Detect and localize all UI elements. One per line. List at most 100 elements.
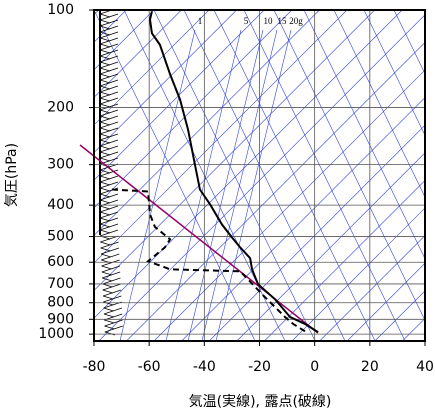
mixing-ratio-line xyxy=(165,29,242,341)
mixing-ratio-label: 10 xyxy=(264,16,274,26)
y-tick-label: 300 xyxy=(47,157,74,173)
wind-barb xyxy=(99,145,119,153)
wind-barb xyxy=(99,109,111,114)
wind-barb xyxy=(99,223,111,228)
wind-barb xyxy=(99,217,119,225)
wind-barb xyxy=(102,271,121,279)
wind-barb xyxy=(99,61,111,66)
wind-barb xyxy=(100,241,119,249)
dry-adiabat xyxy=(303,10,425,260)
wind-barb xyxy=(99,121,111,126)
wind-barb xyxy=(100,247,111,252)
y-tick-label: 1000 xyxy=(38,326,74,342)
wind-barb xyxy=(103,313,115,318)
wind-barb xyxy=(99,175,119,183)
wind-barb xyxy=(102,277,113,282)
wind-barb xyxy=(99,211,111,216)
wind-barb xyxy=(102,289,122,297)
background-lines xyxy=(94,10,425,341)
wind-barb xyxy=(100,253,112,258)
wind-barb xyxy=(99,127,119,135)
mixing-ratio-line xyxy=(201,29,278,341)
wind-barb xyxy=(102,283,121,291)
dry-adiabat xyxy=(213,10,376,341)
mixing-ratio-label: 20g xyxy=(289,16,303,26)
wind-barb xyxy=(99,43,111,48)
wind-barb xyxy=(104,325,123,333)
wind-barb xyxy=(99,127,111,132)
wind-barb xyxy=(99,67,119,75)
wind-barb xyxy=(99,85,119,93)
wind-barb xyxy=(101,265,112,270)
dry-adiabat xyxy=(363,10,425,137)
wind-barb xyxy=(99,139,119,147)
wind-barb xyxy=(99,37,111,42)
wind-barb xyxy=(102,289,113,294)
wind-barb xyxy=(99,19,111,24)
isotherm xyxy=(319,235,425,341)
y-tick-label: 500 xyxy=(47,229,74,245)
wind-barb xyxy=(99,121,119,129)
x-tick-label: -20 xyxy=(248,359,271,375)
isotherm xyxy=(94,10,237,154)
wind-barb xyxy=(99,55,111,60)
wind-barb xyxy=(99,25,111,30)
wind-barb xyxy=(99,229,119,237)
dewpoint-line xyxy=(111,188,306,333)
wind-barb xyxy=(102,295,114,300)
mixing-ratio-label: 1 xyxy=(198,16,203,26)
dry-adiabat xyxy=(273,10,425,321)
isotherm xyxy=(346,262,425,341)
dry-adiabat xyxy=(123,10,286,341)
temperature-line xyxy=(148,11,319,333)
wind-barb xyxy=(103,307,123,315)
wind-barb xyxy=(104,319,115,324)
isotherm xyxy=(126,41,425,341)
wind-barb xyxy=(101,259,120,267)
y-axis-label: 気圧(hPa) xyxy=(4,143,20,207)
x-tick-label: 20 xyxy=(361,359,379,375)
y-tick-label: 700 xyxy=(47,276,74,292)
wind-barb xyxy=(99,115,111,120)
x-tick-label: 40 xyxy=(416,359,434,375)
wind-barb xyxy=(99,193,111,198)
wind-barb xyxy=(99,73,119,81)
isotherm xyxy=(94,10,182,98)
isotherm xyxy=(153,69,425,341)
wind-barb xyxy=(99,193,119,201)
wind-barb xyxy=(103,295,122,303)
wind-barb xyxy=(101,265,120,273)
wind-barb xyxy=(99,79,111,84)
wind-barb xyxy=(99,229,111,234)
wind-barb xyxy=(100,241,111,246)
mixing-ratio-label: 15 xyxy=(278,16,288,26)
y-tick-label: 400 xyxy=(47,197,74,213)
wind-barb xyxy=(99,217,111,222)
isotherm xyxy=(94,10,265,181)
isotherm xyxy=(94,10,155,71)
x-tick-label: -80 xyxy=(83,359,106,375)
isotherm xyxy=(94,10,320,236)
wind-barb xyxy=(99,97,111,102)
wind-barb xyxy=(99,49,119,57)
y-tick-label: 100 xyxy=(47,2,74,18)
isotherm xyxy=(181,97,425,341)
wind-barb xyxy=(101,253,120,261)
wind-barb xyxy=(101,271,112,276)
wind-barb xyxy=(104,325,115,330)
wind-barb xyxy=(99,151,111,156)
wind-barb xyxy=(99,175,111,180)
wind-barb xyxy=(102,277,121,285)
wind-barb xyxy=(99,91,119,99)
grid xyxy=(89,9,426,346)
wind-barb xyxy=(99,31,119,39)
wind-barb xyxy=(99,187,111,192)
wind-barb xyxy=(99,181,111,186)
wind-barb xyxy=(99,139,111,144)
wind-barb xyxy=(99,61,119,69)
y-tick-label: 800 xyxy=(47,295,74,311)
wind-barb xyxy=(99,133,119,141)
wind-barb xyxy=(99,157,111,162)
wind-barb xyxy=(99,205,119,213)
y-tick-label: 600 xyxy=(47,254,74,270)
